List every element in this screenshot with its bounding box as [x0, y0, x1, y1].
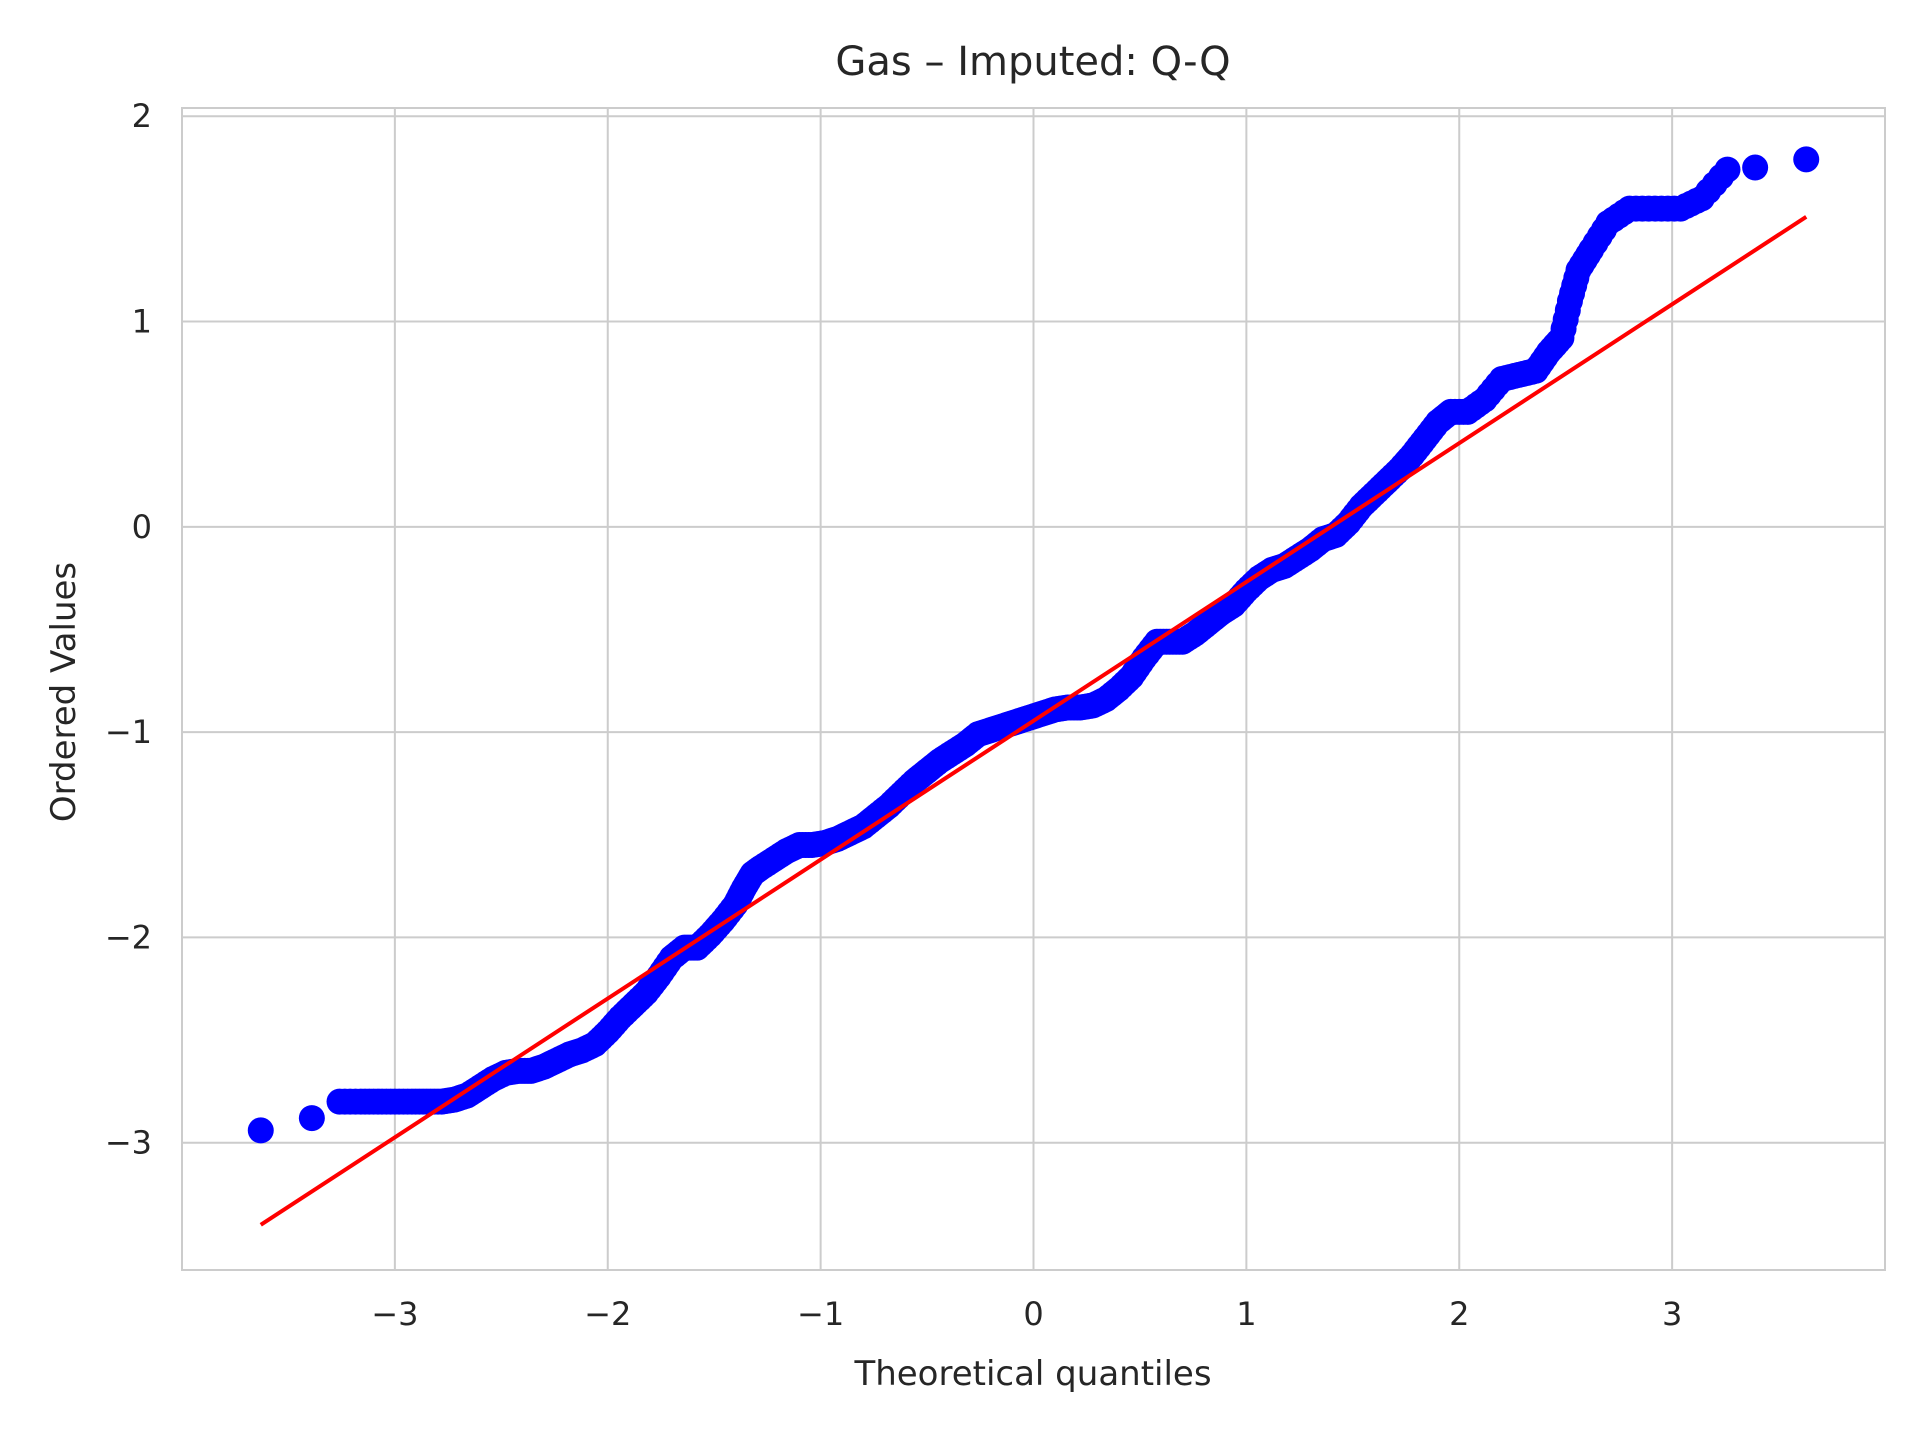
data-point	[1742, 154, 1769, 181]
grid	[182, 108, 1885, 1270]
x-tick-label: 1	[1236, 1295, 1256, 1333]
x-tick-label: 2	[1449, 1295, 1469, 1333]
x-tick-label: 3	[1662, 1295, 1682, 1333]
x-tick-labels: −3 −2 −1 0 1 2 3	[371, 1295, 1682, 1333]
y-tick-label: 1	[132, 303, 152, 341]
chart-title: Gas – Imputed: Q-Q	[835, 39, 1230, 85]
x-axis-label: Theoretical quantiles	[853, 1354, 1211, 1394]
data-points	[247, 146, 1820, 1144]
x-tick-label: −2	[584, 1295, 631, 1333]
data-point	[1793, 146, 1820, 173]
x-tick-label: −1	[797, 1295, 844, 1333]
data-point	[1714, 156, 1741, 183]
y-tick-label: 2	[132, 97, 152, 135]
plot-frame	[181, 107, 1886, 1271]
y-tick-label: −2	[105, 918, 152, 956]
y-tick-label: −3	[105, 1124, 152, 1162]
fit-line	[259, 215, 1808, 1227]
data-point	[247, 1117, 274, 1144]
x-tick-label: 0	[1023, 1295, 1043, 1333]
data-point	[298, 1105, 325, 1132]
y-tick-label: −1	[105, 713, 152, 751]
y-tick-labels: −3 −2 −1 0 1 2	[105, 97, 152, 1162]
y-tick-label: 0	[132, 508, 152, 546]
y-axis-label: Ordered Values	[44, 562, 84, 822]
fit-line-group	[259, 215, 1808, 1227]
x-tick-label: −3	[371, 1295, 418, 1333]
